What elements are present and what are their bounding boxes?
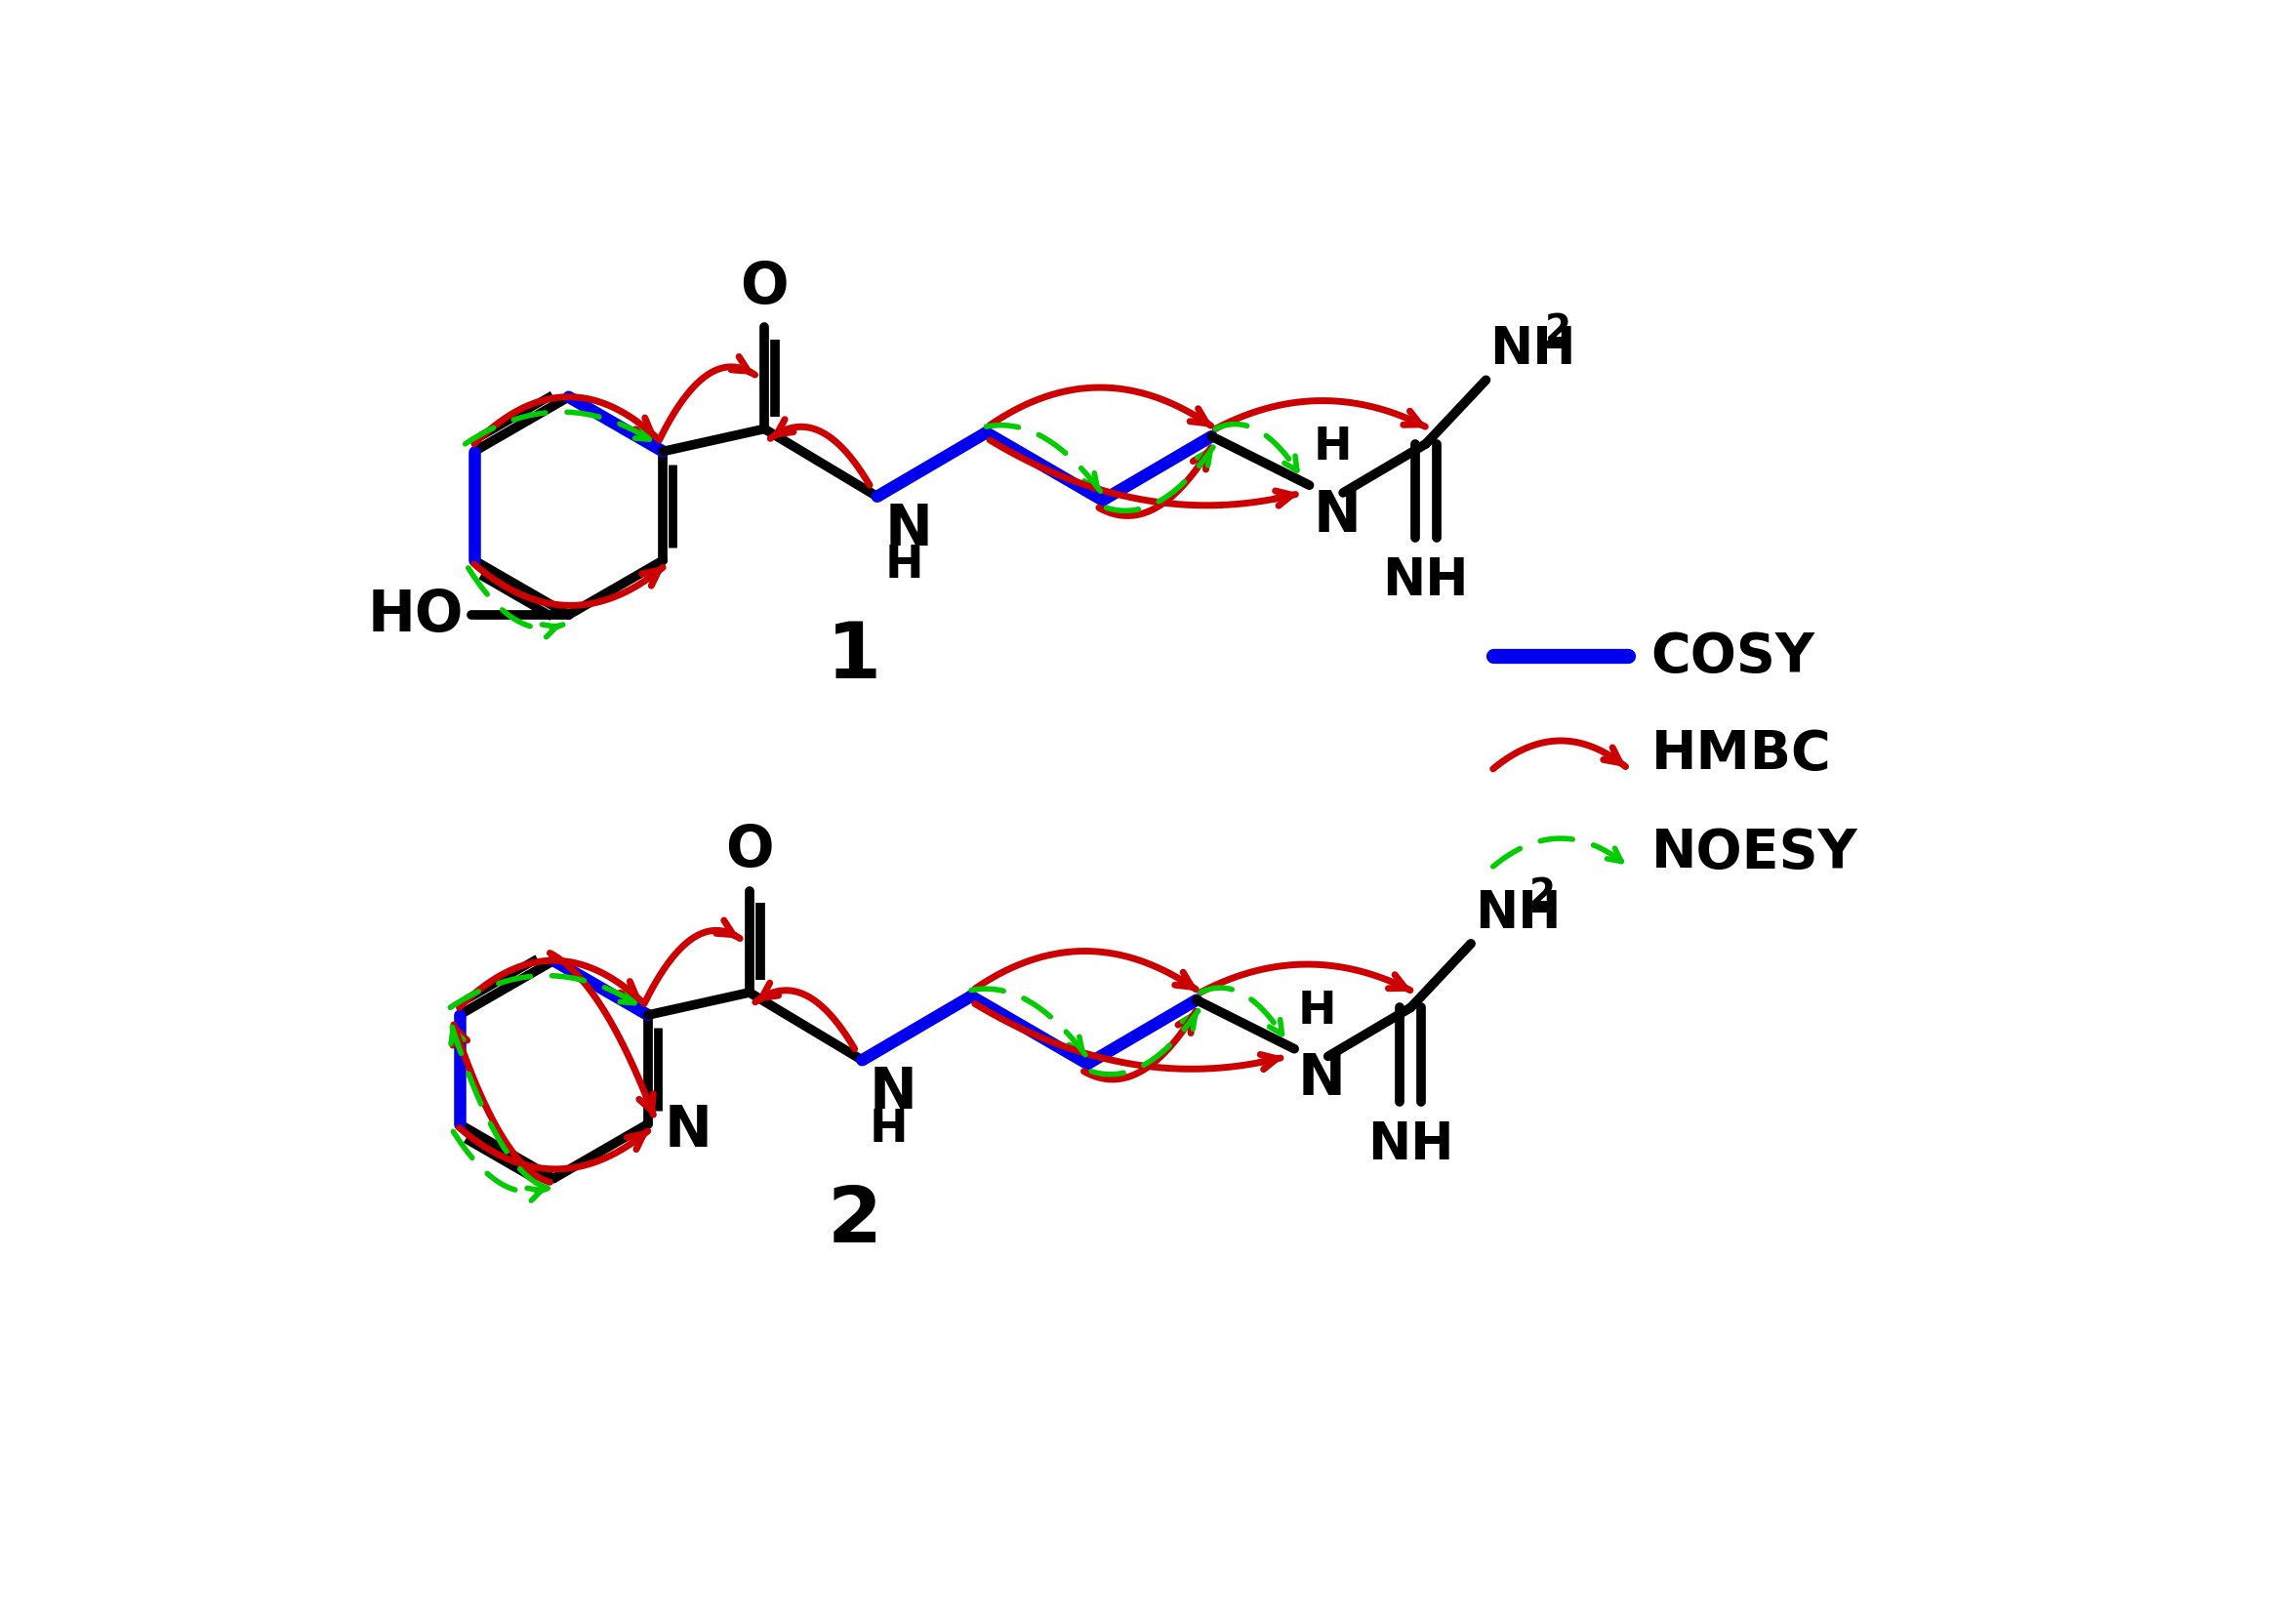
Text: N: N [1313, 487, 1361, 542]
Text: NH: NH [1367, 1119, 1454, 1169]
Text: 1: 1 [827, 619, 882, 695]
Text: HO: HO [367, 588, 463, 643]
Text: H: H [1313, 425, 1351, 469]
Text: H: H [1299, 989, 1338, 1033]
Text: N: N [665, 1103, 713, 1158]
Text: O: O [725, 822, 773, 879]
Text: H: H [871, 1108, 909, 1151]
Text: N: N [1299, 1051, 1347, 1106]
Text: NH: NH [1475, 887, 1561, 939]
Text: COSY: COSY [1650, 630, 1814, 684]
Text: N: N [871, 1064, 918, 1121]
Text: 2: 2 [1529, 875, 1557, 913]
Text: HMBC: HMBC [1650, 728, 1830, 781]
Text: 2: 2 [1545, 312, 1570, 349]
Text: O: O [741, 260, 789, 315]
Text: NH: NH [1490, 325, 1577, 375]
Text: H: H [884, 544, 923, 588]
Text: N: N [884, 500, 932, 557]
Text: NH: NH [1383, 555, 1470, 606]
Text: NOESY: NOESY [1650, 825, 1857, 879]
Text: 2: 2 [827, 1182, 882, 1259]
